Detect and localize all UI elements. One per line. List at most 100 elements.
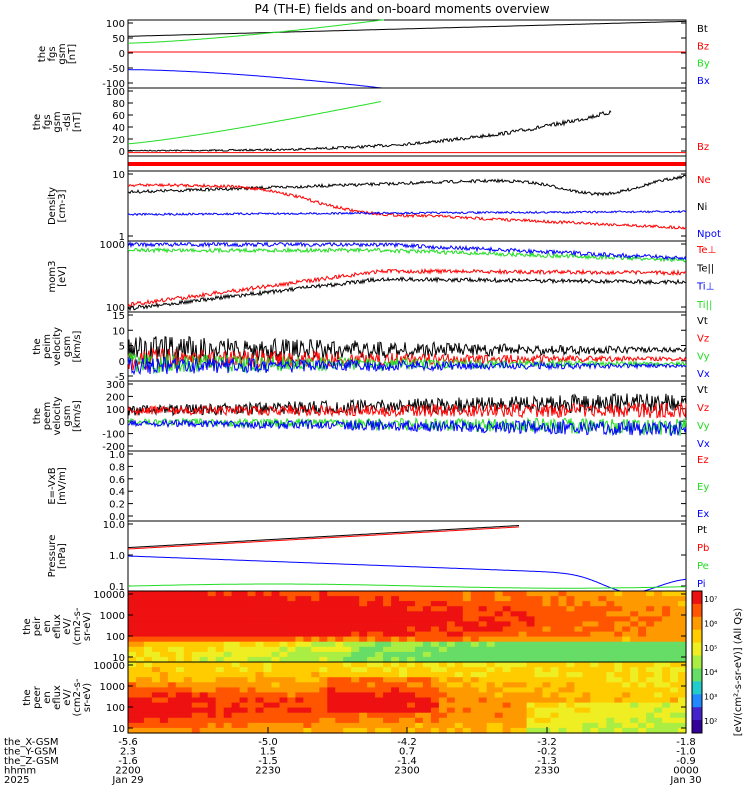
series-bt (127, 109, 612, 153)
heatmap-cell (486, 591, 496, 597)
heatmap-cell (143, 601, 153, 607)
heatmap-cell (359, 646, 368, 653)
heatmap-cell (151, 591, 161, 597)
heatmap-cell (678, 727, 687, 734)
heatmap-cell (295, 682, 304, 688)
heatmap-cell (502, 656, 512, 663)
heatmap-cell (399, 636, 408, 643)
heatmap-cell (279, 662, 289, 668)
heatmap-cell (263, 651, 273, 658)
heatmap-cell (327, 682, 336, 688)
heatmap-cell (566, 646, 575, 653)
heatmap-cell (462, 606, 472, 612)
heatmap-cell (454, 606, 464, 612)
heatmap-cell (303, 646, 312, 653)
heatmap-cell (415, 591, 424, 597)
heatmap-cell (359, 682, 368, 688)
heatmap-cell (391, 707, 400, 714)
heatmap-cell (422, 626, 432, 633)
heatmap-cell (359, 606, 368, 612)
x-tick-label: -3.2 (537, 737, 557, 748)
heatmap-cell (550, 631, 560, 638)
heatmap-cell (335, 692, 344, 699)
heatmap-cell (199, 616, 209, 623)
heatmap-cell (462, 636, 472, 643)
heatmap-cell (239, 672, 249, 678)
heatmap-cell (502, 641, 512, 648)
heatmap-cell (263, 616, 273, 623)
heatmap-cell (223, 697, 233, 704)
series-vt (127, 336, 686, 366)
heatmap-cell (255, 656, 265, 663)
heatmap-cell (279, 722, 289, 729)
heatmap-cell (502, 687, 512, 694)
heatmap-cell (399, 641, 408, 648)
heatmap-cell (215, 631, 225, 638)
heatmap-cell (446, 702, 456, 709)
heatmap-cell (239, 717, 249, 724)
heatmap-cell (271, 641, 281, 648)
y-tick-label: 10.0 (103, 520, 125, 531)
heatmap-cell (646, 712, 655, 719)
heatmap-cell (614, 616, 623, 623)
heatmap-cell (526, 606, 536, 612)
heatmap-cell (558, 631, 568, 638)
heatmap-cell (327, 717, 336, 724)
heatmap-cell (271, 667, 281, 673)
heatmap-cell (470, 636, 480, 643)
heatmap-cell (598, 651, 607, 658)
heatmap-cell (159, 591, 169, 597)
heatmap-cell (231, 606, 241, 612)
heatmap-cell (478, 611, 488, 617)
y-axis-label: gsm (52, 111, 63, 132)
heatmap-cell (590, 692, 599, 699)
heatmap-cell (167, 667, 177, 673)
heatmap-cell (207, 631, 217, 638)
heatmap-cell (191, 677, 201, 683)
heatmap-cell (598, 667, 607, 673)
heatmap-cell (199, 662, 209, 668)
heatmap-cell (518, 636, 528, 643)
heatmap-cell (646, 631, 655, 638)
heatmap-cell (136, 656, 145, 663)
heatmap-cell (183, 601, 193, 607)
heatmap-cell (582, 656, 591, 663)
heatmap-cell (614, 591, 623, 597)
heatmap-cell (486, 601, 496, 607)
heatmap-cell (574, 722, 583, 729)
heatmap-cell (239, 722, 249, 729)
colorbar-step (692, 591, 702, 605)
heatmap-cell (271, 591, 281, 597)
heatmap-cell (175, 697, 185, 704)
heatmap-cell (136, 712, 145, 719)
heatmap-cell (128, 651, 137, 658)
heatmap-cell (678, 697, 687, 704)
heatmap-cell (375, 727, 384, 734)
heatmap-cell (430, 651, 440, 658)
heatmap-cell (319, 707, 328, 714)
heatmap-cell (191, 702, 201, 709)
y-axis-label: [km/s] (72, 330, 83, 362)
heatmap-cell (223, 611, 233, 617)
heatmap-cell (606, 707, 615, 714)
heatmap-cell (199, 672, 209, 678)
heatmap-cell (215, 722, 225, 729)
heatmap-cell (367, 626, 376, 633)
heatmap-cell (494, 646, 504, 653)
y-tick-label: 0 (119, 357, 125, 368)
heatmap-cell (542, 707, 552, 714)
heatmap-cell (303, 692, 312, 699)
heatmap-cell (550, 687, 560, 694)
heatmap-cell (415, 646, 424, 653)
heatmap-cell (183, 707, 193, 714)
heatmap-cell (566, 601, 575, 607)
colorbar-label: [eV/(cm²-s-sr-eV)] (All Qs) (733, 608, 744, 737)
heatmap-cell (136, 621, 145, 628)
heatmap-cell (534, 717, 544, 724)
heatmap-cell (175, 717, 185, 724)
y-axis-label: sr-eV) (82, 683, 93, 712)
heatmap-cell (319, 656, 328, 663)
heatmap-cell (271, 656, 281, 663)
y-tick-label: -100 (102, 430, 125, 441)
heatmap-cell (438, 712, 448, 719)
